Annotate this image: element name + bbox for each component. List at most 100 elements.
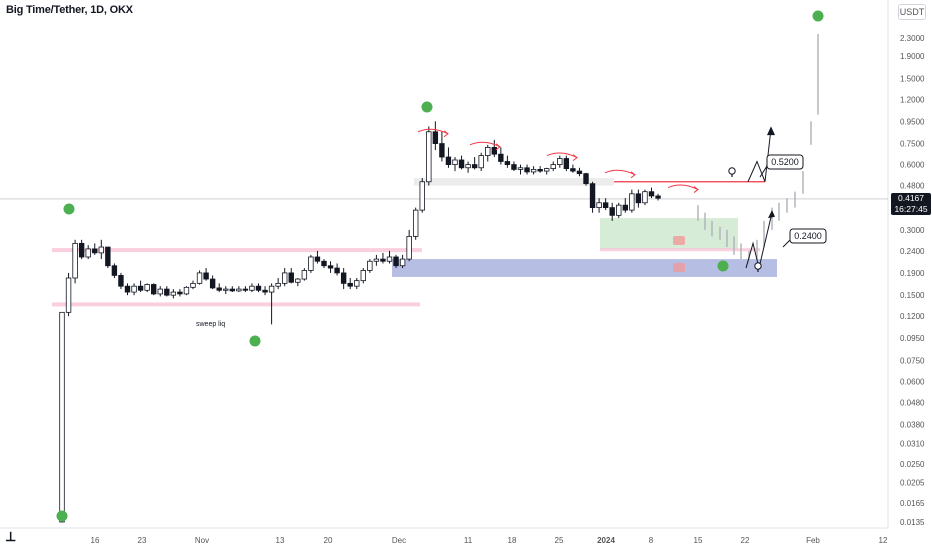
candle-body [295,278,301,283]
target-high-label-box [766,154,804,170]
candle-body [229,288,235,292]
candle-body [550,164,556,169]
y-tick-label: 0.0165 [900,499,925,508]
y-tick-label: 1.2000 [900,95,925,104]
candle-body [360,270,366,282]
candle-body [622,204,628,211]
x-tick-label: 20 [324,536,333,545]
candle-body [65,277,72,313]
candle-body [203,272,209,280]
candle-body [137,285,144,291]
x-tick-label: 12 [879,536,888,545]
candle-body [98,246,104,254]
y-tick-label: 0.1500 [900,291,925,300]
x-tick-label: 8 [649,536,654,545]
candle-body [321,260,327,267]
candle-body [511,164,517,170]
countdown-timer: 16:27:45 [894,204,928,214]
arrowhead-icon [495,143,501,151]
candle-body [380,258,386,262]
candle-body [59,311,65,523]
candle-body [589,183,596,209]
x-tick-label: 22 [741,536,750,545]
candle-body [170,291,177,296]
candle-body [629,193,635,211]
y-tick-label: 0.4800 [900,182,925,191]
y-tick-label: 1.5000 [900,74,925,83]
candle-body [334,267,340,274]
candle-body [452,159,458,165]
x-tick-label: Dec [392,536,406,545]
candle-body [576,170,583,175]
y-tick-label: 1.9000 [900,52,925,61]
target-low-label: 0.2400 [794,231,822,241]
lower-high-arrow [417,128,449,135]
arrowhead-icon [443,130,449,138]
candle-body [314,256,321,262]
candle-body [498,153,504,162]
y-tick-label: 0.0205 [900,479,925,488]
signal-dot [717,260,729,272]
x-tick-label: 16 [91,536,100,545]
candle-body [393,256,399,267]
y-tick-label: 0.0250 [900,460,925,469]
candle-body [347,282,353,287]
x-tick-label: Nov [195,536,209,545]
y-tick-label: 0.1900 [900,269,925,278]
candle-body [78,242,85,258]
candle-body [367,260,373,271]
currency-button[interactable]: USDT [898,4,926,20]
lower-high-arrow [604,169,636,176]
candle-body [242,288,249,291]
sweep-liquidity-label: sweep liq [196,321,225,328]
candle-body [157,288,163,295]
candle-body [92,248,98,254]
candle-body [183,286,190,295]
target-low-pointer [782,239,791,248]
x-tick-label: 23 [138,536,147,545]
lightbulb-icon [754,262,762,270]
candle-body [570,168,576,172]
candle-body [268,285,275,293]
candle-body [419,181,425,211]
candle-body [354,280,360,287]
y-tick-label: 0.3000 [900,226,925,235]
candle-body [72,242,78,279]
signal-dot [56,510,68,522]
supply-zone-box [414,178,614,186]
candle-body [530,169,537,173]
candle-body [255,285,262,291]
lower-high-arrow [469,141,501,148]
y-tick-label: 0.0480 [900,399,925,408]
y-tick-label: 0.0380 [900,421,925,430]
candle-body [471,164,478,169]
arrowhead-icon [693,186,699,193]
candle-body [327,265,334,269]
candle-body [432,131,439,144]
last-price-value: 0.4167 [898,193,924,203]
candle-body [616,204,622,216]
candle-body [491,147,497,155]
y-tick-label: 0.6000 [900,161,925,170]
candle-body [563,158,570,169]
candle-body [118,275,124,287]
candle-body [85,248,91,258]
y-tick-label: 0.0600 [900,377,925,386]
arrowhead-icon [572,154,578,162]
target-high-pointer [759,165,768,178]
candle-body [439,143,445,158]
y-tick-label: 0.1200 [900,312,925,321]
candle-body [223,288,229,291]
candle-body [583,173,589,185]
arrowhead-icon [768,210,775,219]
candle-body [642,191,648,204]
tradingview-logo: ⟂ [6,528,16,544]
candle-body [478,155,484,169]
candle-body [386,256,393,262]
candle-body [445,156,452,165]
y-tick-label: 0.0950 [900,334,925,343]
lower-high-arrow [546,152,578,159]
y-tick-label: 2.3000 [900,34,925,43]
candle-body [144,284,150,291]
